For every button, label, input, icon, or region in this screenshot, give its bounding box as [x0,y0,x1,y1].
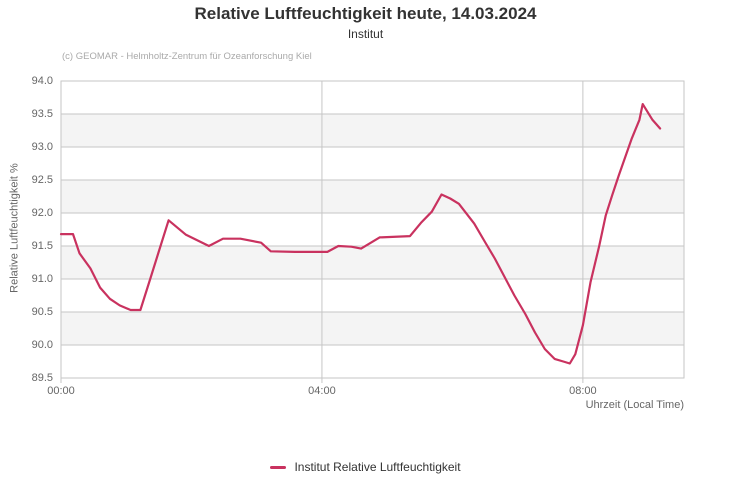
plot-border [60,80,685,379]
y-tick-label: 92.5 [31,174,53,186]
alternate-band [61,312,684,345]
humidity-line-series[interactable] [59,103,662,365]
legend-label: Institut Relative Luftfeuchtigkeit [294,460,461,474]
legend-line-icon [270,465,287,469]
y-tick-label: 93.5 [31,108,53,120]
legend-item[interactable]: Institut Relative Luftfeuchtigkeit [0,458,731,476]
y-tick-label: 91.0 [31,273,53,285]
x-tick-label: 08:00 [569,385,597,397]
credits-text: (c) GEOMAR - Helmholtz-Zentrum für Ozean… [62,51,312,62]
alternate-band [61,180,684,213]
y-tick-label: 93.0 [31,141,53,153]
chart-title: Relative Luftfeuchtigkeit heute, 14.03.2… [194,4,537,23]
chart-subtitle: Institut [347,27,384,41]
y-tick-label: 90.0 [31,339,53,351]
alternate-band [61,114,684,147]
y-tick-label: 94.0 [31,75,53,87]
y-axis-title: Relative Luftfeuchtigkeit % [8,163,21,293]
y-tick-label: 91.5 [31,240,53,252]
x-tick-label: 00:00 [47,385,75,397]
x-axis-title: Uhrzeit (Local Time) [585,399,684,411]
y-tick-label: 90.5 [31,306,53,318]
y-tick-label: 89.5 [31,372,53,384]
y-tick-label: 92.0 [31,207,53,219]
x-tick-label: 04:00 [308,385,336,397]
alternate-band [61,246,684,279]
